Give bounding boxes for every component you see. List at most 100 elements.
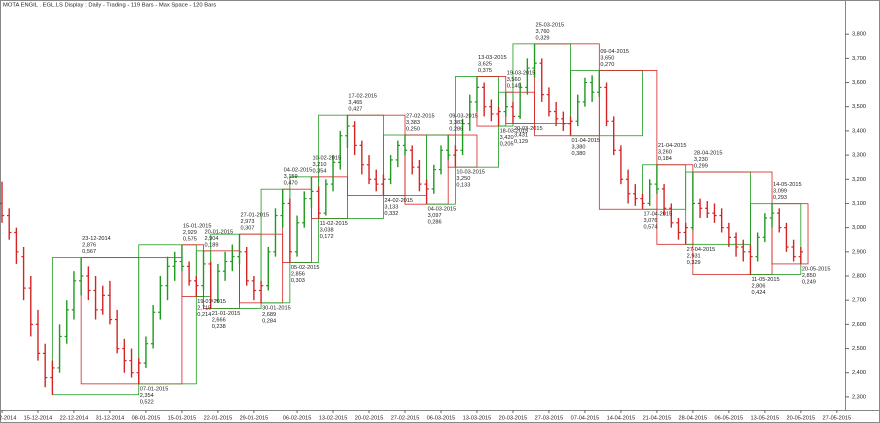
swing-box	[138, 244, 197, 385]
swing-price: 3,230	[694, 157, 708, 163]
swing-date: 13-03-2015	[478, 55, 507, 61]
swing-change: 0,329	[687, 260, 701, 266]
swing-change: 0,286	[449, 127, 463, 133]
y-tick-label: 3,200	[852, 177, 866, 183]
swing-change: 0,575	[183, 236, 197, 242]
swing-price: 3,383	[449, 120, 463, 126]
swing-change: 0,424	[751, 290, 765, 296]
swing-date: 28-04-2015	[694, 151, 723, 157]
x-tick-label: 13-02-2015	[319, 415, 348, 421]
swing-price: 3,133	[384, 204, 398, 210]
swing-change: 0,303	[291, 278, 305, 284]
swing-price: 2,666	[212, 317, 226, 323]
swing-price: 3,560	[507, 77, 521, 83]
swing-change: 0,470	[284, 181, 298, 187]
swing-change: 0,375	[478, 68, 492, 74]
x-tick-label: 13-03-2015	[463, 415, 492, 421]
swing-price: 2,354	[140, 393, 154, 399]
swing-change: 0,567	[82, 249, 96, 255]
swing-change: 0,214	[197, 312, 211, 318]
swing-change: 0,332	[384, 211, 398, 217]
swing-price: 3,038	[320, 227, 334, 233]
swing-change: 0,574	[643, 225, 657, 231]
swing-date: 20-03-2015	[514, 126, 543, 132]
swing-box	[80, 257, 183, 385]
swing-price: 3,076	[643, 218, 657, 224]
swing-change: 0,427	[348, 107, 362, 113]
x-tick-label: 14-04-2015	[607, 415, 636, 421]
x-tick-label: 08-12-2014	[0, 415, 16, 421]
x-tick-label: 22-01-2015	[204, 415, 233, 421]
x-tick-label: 06-03-2015	[427, 415, 456, 421]
swing-change: 0,129	[514, 139, 528, 145]
swing-date: 27-01-2015	[240, 213, 269, 219]
swing-date: 27-04-2015	[687, 247, 716, 253]
swing-price: 2,876	[82, 243, 96, 249]
swing-date: 30-01-2015	[262, 305, 291, 311]
swing-date: 23-12-2014	[82, 236, 111, 242]
swing-price: 2,806	[751, 284, 765, 290]
swing-date: 17-02-2015	[348, 94, 377, 100]
swing-date: 10-03-2015	[456, 170, 485, 176]
swing-change: 0,380	[572, 151, 586, 157]
swing-change: 0,270	[600, 62, 614, 68]
swing-price: 2,931	[687, 253, 701, 259]
swing-date: 18-03-2015	[500, 129, 529, 135]
swing-date: 04-03-2015	[428, 207, 457, 213]
swing-date: 10-02-2015	[312, 155, 341, 161]
swing-date: 01-04-2015	[572, 138, 601, 144]
swing-change: 0,329	[536, 35, 550, 41]
swing-change: 0,307	[240, 226, 254, 232]
x-tick-label: 15-01-2015	[168, 415, 197, 421]
y-tick-label: 3,500	[852, 104, 866, 110]
x-tick-label: 20-05-2015	[787, 415, 816, 421]
x-tick-label: 07-04-2015	[571, 415, 600, 421]
swing-date: 19-01-2015	[197, 299, 226, 305]
swing-change: 0,189	[205, 242, 219, 248]
swing-price: 2,856	[291, 271, 305, 277]
swing-price: 2,904	[205, 236, 219, 242]
swing-price: 3,420	[500, 135, 514, 141]
swing-price: 3,097	[428, 213, 442, 219]
swing-date: 21-04-2015	[658, 143, 687, 149]
swing-price: 3,210	[312, 162, 326, 168]
swing-price: 3,380	[572, 145, 586, 151]
x-tick-label: 08-01-2015	[132, 415, 161, 421]
swing-date: 11-02-2015	[320, 221, 348, 227]
y-tick-label: 2,700	[852, 298, 866, 304]
swing-change: 0,286	[428, 220, 442, 226]
swing-price: 2,929	[183, 230, 197, 236]
y-tick-label: 3,700	[852, 56, 866, 62]
swing-change: 0,133	[456, 183, 470, 189]
swing-price: 3,159	[284, 174, 298, 180]
x-tick-label: 27-05-2015	[822, 415, 851, 421]
swing-box	[771, 203, 809, 265]
swing-date: 15-01-2015	[183, 223, 212, 229]
swing-box	[598, 70, 658, 210]
swing-date: 20-05-2015	[802, 266, 831, 272]
x-tick-label: 13-05-2015	[751, 415, 780, 421]
x-tick-label: 31-12-2014	[96, 415, 125, 421]
swing-change: 0,522	[140, 399, 154, 405]
swing-change: 0,238	[212, 324, 226, 330]
y-tick-label: 2,400	[852, 370, 866, 376]
x-tick-label: 28-04-2015	[679, 415, 708, 421]
swing-price: 3,760	[536, 29, 550, 35]
x-tick-label: 22-12-2014	[60, 415, 89, 421]
swing-date: 07-01-2015	[140, 386, 169, 392]
swing-date: 19-03-2015	[507, 71, 536, 77]
x-tick-label: 15-12-2014	[24, 415, 53, 421]
swing-change: 0,140	[507, 84, 521, 90]
swing-change: 0,249	[802, 279, 816, 285]
swing-date: 05-02-2015	[291, 265, 320, 271]
y-tick-label: 2,300	[852, 394, 866, 400]
x-tick-label: 29-01-2015	[240, 415, 269, 421]
y-tick-label: 3,100	[852, 201, 866, 207]
swing-price: 2,689	[262, 312, 276, 318]
swing-price: 3,260	[658, 150, 672, 156]
swing-date: 27-02-2015	[406, 114, 435, 120]
swing-date: 09-04-2015	[600, 49, 629, 55]
swing-date: 04-02-2015	[284, 168, 313, 174]
swing-date: 17-04-2015	[643, 212, 672, 218]
